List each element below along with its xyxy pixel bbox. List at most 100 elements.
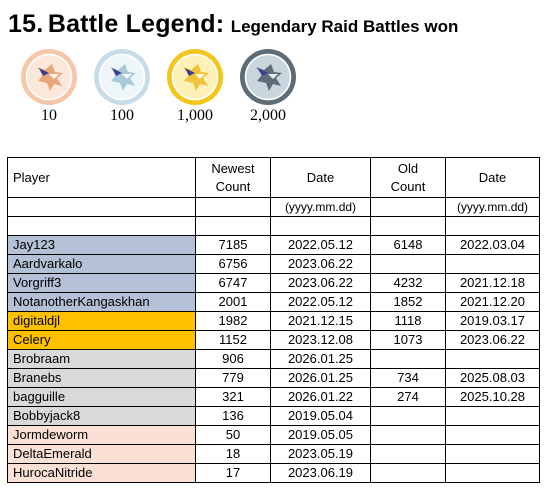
player-name: Jay123 [7,235,196,255]
table-row: Brobraam 906 2026.01.25 [7,349,540,369]
player-name: Bobbyjack8 [7,406,196,426]
table-row: digitaldjl 1982 2021.12.15 1118 2019.03.17 [7,311,540,331]
old-date [445,406,540,426]
player-name: Vorgriff3 [7,273,196,293]
newest-date: 2026.01.22 [270,387,371,407]
table-row: NotanotherKangaskhan 2001 2022.05.12 1852 20… [7,292,540,312]
old-date: 2025.10.28 [445,387,540,407]
old-date: 2023.06.22 [445,330,540,350]
table-row: Branebs 779 2026.01.25 734 2025.08.03 [7,368,540,388]
old-date [445,425,540,445]
newest-date: 2022.05.12 [270,292,371,312]
newest-date: 2023.06.19 [270,463,371,483]
title-number: 15. [8,10,44,38]
medal-bronze-icon [19,47,79,107]
subheader-date-format: (yyyy.mm.dd) [270,197,371,217]
newest-date: 2022.05.12 [270,235,371,255]
old-count [370,463,446,483]
battle-table: Player Newest Count Date Old Count Date … [7,157,540,483]
newest-date: 2023.06.22 [270,273,371,293]
medal-gold-label: 1,000 [177,107,213,124]
player-name: digitaldjl [7,311,196,331]
old-count [370,254,446,274]
table-row: Vorgriff3 6747 2023.06.22 4232 2021.12.18 [7,273,540,293]
newest-date: 2023.06.22 [270,254,371,274]
newest-count: 50 [195,425,271,445]
newest-count: 18 [195,444,271,464]
old-date: 2021.12.18 [445,273,540,293]
player-name: Brobraam [7,349,196,369]
old-date [445,463,540,483]
old-count [370,406,446,426]
player-name: Aardvarkalo [7,254,196,274]
newest-count: 136 [195,406,271,426]
newest-count: 779 [195,368,271,388]
subheader-empty [370,197,446,217]
newest-count: 321 [195,387,271,407]
medal-gold-icon [165,47,225,107]
newest-date: 2021.12.15 [270,311,371,331]
newest-count: 6747 [195,273,271,293]
header-newest-count: Newest Count [195,157,271,198]
header-date: Date [270,157,371,198]
player-name: NotanotherKangaskhan [7,292,196,312]
header-old-count: Old Count [370,157,446,198]
player-name: Jormdeworm [7,425,196,445]
medal-silver-icon [92,47,152,107]
newest-count: 7185 [195,235,271,255]
subheader-empty [7,197,196,217]
newest-date: 2023.12.08 [270,330,371,350]
title-subtitle: Legendary Raid Battles won [230,17,459,36]
old-count [370,425,446,445]
old-count [370,444,446,464]
table-row: bagguille 321 2026.01.22 274 2025.10.28 [7,387,540,407]
old-date: 2022.03.04 [445,235,540,255]
table-header-row: Player Newest Count Date Old Count Date [7,157,540,198]
old-date [445,444,540,464]
medal-silver-label: 100 [110,107,134,124]
header-player: Player [7,157,196,198]
title-main: Battle Legend: [47,10,225,38]
old-count: 734 [370,368,446,388]
old-date [445,254,540,274]
newest-date: 2019.05.04 [270,406,371,426]
old-count: 1073 [370,330,446,350]
spacer-row [7,216,540,236]
old-count: 1852 [370,292,446,312]
player-name: DeltaEmerald [7,444,196,464]
old-date: 2019.03.17 [445,311,540,331]
newest-date: 2019.05.05 [270,425,371,445]
subheader-empty [195,197,271,217]
newest-count: 17 [195,463,271,483]
medal-bronze-label: 10 [41,107,57,124]
old-count: 274 [370,387,446,407]
player-name: Celery [7,330,196,350]
medal-platinum-label: 2,000 [250,107,286,124]
header-old-date: Date [445,157,540,198]
player-name: Branebs [7,368,196,388]
table-row: Jormdeworm 50 2019.05.05 [7,425,540,445]
newest-date: 2026.01.25 [270,349,371,369]
old-count: 1118 [370,311,446,331]
newest-date: 2023.05.19 [270,444,371,464]
old-count: 6148 [370,235,446,255]
old-date: 2025.08.03 [445,368,540,388]
newest-date: 2026.01.25 [270,368,371,388]
old-date [445,349,540,369]
old-date: 2021.12.20 [445,292,540,312]
table-row: Celery 1152 2023.12.08 1073 2023.06.22 [7,330,540,350]
table-row: DeltaEmerald 18 2023.05.19 [7,444,540,464]
table-row: Aardvarkalo 6756 2023.06.22 [7,254,540,274]
newest-count: 2001 [195,292,271,312]
player-name: HurocaNitride [7,463,196,483]
old-count [370,349,446,369]
newest-count: 1982 [195,311,271,331]
newest-count: 906 [195,349,271,369]
table-row: Bobbyjack8 136 2019.05.04 [7,406,540,426]
medal-platinum-icon [238,47,298,107]
page-title: 15. Battle Legend: Legendary Raid Battle… [8,10,458,39]
newest-count: 6756 [195,254,271,274]
table-subheader-row: (yyyy.mm.dd) (yyyy.mm.dd) [7,197,540,217]
player-name: bagguille [7,387,196,407]
table-row: HurocaNitride 17 2023.06.19 [7,463,540,483]
